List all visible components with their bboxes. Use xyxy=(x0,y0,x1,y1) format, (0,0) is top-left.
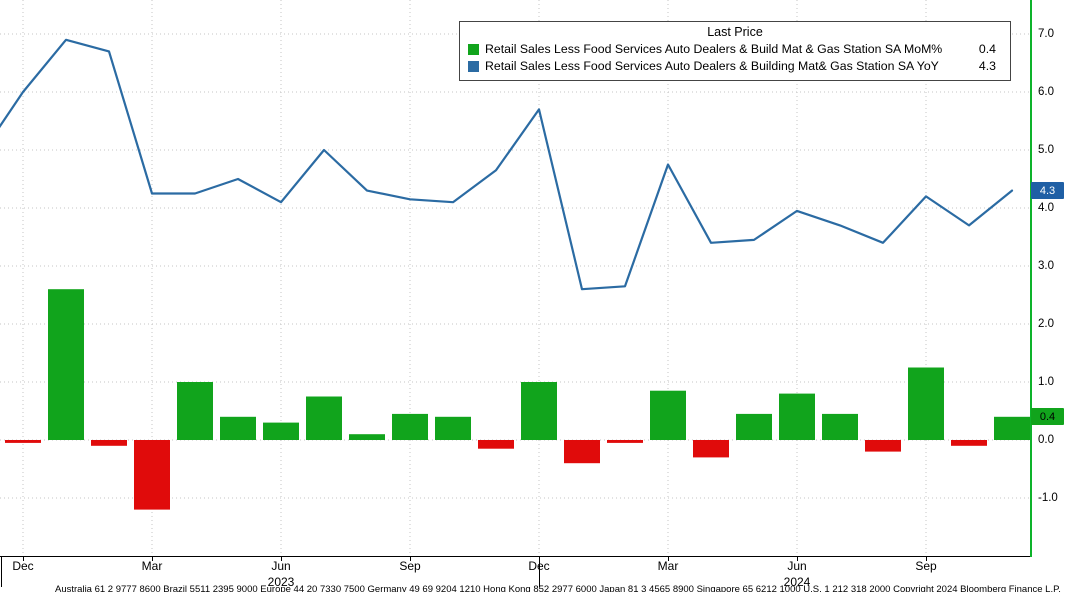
mom-bar-Dec-2023 xyxy=(521,382,557,440)
mom-bar-Aug-2023 xyxy=(349,434,385,440)
x-tick xyxy=(23,557,24,561)
y-axis-label: 5.0 xyxy=(1038,144,1054,156)
year-separator xyxy=(539,557,540,587)
y-axis-label: 7.0 xyxy=(1038,28,1054,40)
x-axis-line xyxy=(0,556,1030,557)
footer-text: Australia 61 2 9777 8600 Brazil 5511 239… xyxy=(55,584,1061,592)
y-axis-label: 4.0 xyxy=(1038,202,1054,214)
y-axis-label: 2.0 xyxy=(1038,318,1054,330)
mom-bar-Dec-2022 xyxy=(5,440,41,443)
mom-bar-Jan-2024 xyxy=(564,440,600,464)
x-axis-label: Mar xyxy=(657,559,679,573)
year-label: 2023 xyxy=(267,575,295,589)
y-axis-label: 1.0 xyxy=(1038,376,1054,388)
mom-bar-Nov-2024 xyxy=(994,416,1030,440)
year-label: 2024 xyxy=(783,575,811,589)
y-axis-label: 6.0 xyxy=(1038,86,1054,98)
x-tick xyxy=(152,557,153,561)
mom-bar-Jan-2023 xyxy=(48,289,84,440)
legend-entry-mom: Retail Sales Less Food Services Auto Dea… xyxy=(468,41,1002,57)
mom-bar-Jun-2024 xyxy=(779,393,815,440)
mom-series-swatch-icon xyxy=(468,43,479,55)
x-tick xyxy=(281,557,282,561)
x-tick xyxy=(797,557,798,561)
x-tick xyxy=(926,557,927,561)
legend-entry-yoy-label: Retail Sales Less Food Services Auto Dea… xyxy=(485,59,939,73)
mom-bar-Mar-2024 xyxy=(650,390,686,440)
mom-bar-Apr-2024 xyxy=(693,440,729,458)
mom-bar-May-2023 xyxy=(220,416,256,440)
x-axis-label: Dec xyxy=(12,559,34,573)
x-axis-label: Jun xyxy=(271,559,291,573)
mom-bar-Feb-2024 xyxy=(607,440,643,443)
mom-bar-Oct-2023 xyxy=(435,416,471,440)
mom-bar-Apr-2023 xyxy=(177,382,213,440)
x-tick xyxy=(410,557,411,561)
x-tick xyxy=(668,557,669,561)
x-axis-label: Sep xyxy=(915,559,937,573)
mom-bar-Jul-2023 xyxy=(306,396,342,440)
year-separator xyxy=(1,557,2,587)
mom-bar-Sep-2024 xyxy=(908,367,944,440)
mom-bar-May-2024 xyxy=(736,413,772,440)
legend-entry-mom-value: 0.4 xyxy=(978,42,996,56)
x-axis-label: Sep xyxy=(399,559,421,573)
yoy-line xyxy=(0,38,1014,291)
right-axis-line xyxy=(1030,0,1032,557)
y-axis-label: -1.0 xyxy=(1038,492,1058,504)
mom-bar-Mar-2023 xyxy=(134,440,170,510)
yoy-series-swatch-icon xyxy=(468,60,479,72)
x-axis-label: Jun xyxy=(787,559,807,573)
y-axis-label: 3.0 xyxy=(1038,260,1054,272)
last-price-badge-yoy: 4.3 xyxy=(1031,182,1064,200)
y-axis-label: 0.0 xyxy=(1038,434,1054,446)
legend-entry-mom-label: Retail Sales Less Food Services Auto Dea… xyxy=(485,42,943,56)
mom-bar-Feb-2023 xyxy=(91,440,127,446)
mom-bar-Aug-2024 xyxy=(865,440,901,452)
mom-bar-Sep-2023 xyxy=(392,413,428,440)
plot-area xyxy=(0,0,1030,556)
x-axis-label: Mar xyxy=(141,559,163,573)
legend-title: Last Price xyxy=(707,25,763,39)
mom-bar-Oct-2024 xyxy=(951,440,987,446)
legend: Last Price Retail Sales Less Food Servic… xyxy=(459,21,1011,81)
legend-entry-yoy: Retail Sales Less Food Services Auto Dea… xyxy=(468,58,1002,74)
last-price-badge-mom: 0.4 xyxy=(1031,408,1064,426)
mom-bar-Jul-2024 xyxy=(822,413,858,440)
legend-entry-yoy-value: 4.3 xyxy=(978,59,996,73)
mom-bar-Nov-2023 xyxy=(478,440,514,449)
mom-bar-Jun-2023 xyxy=(263,422,299,440)
